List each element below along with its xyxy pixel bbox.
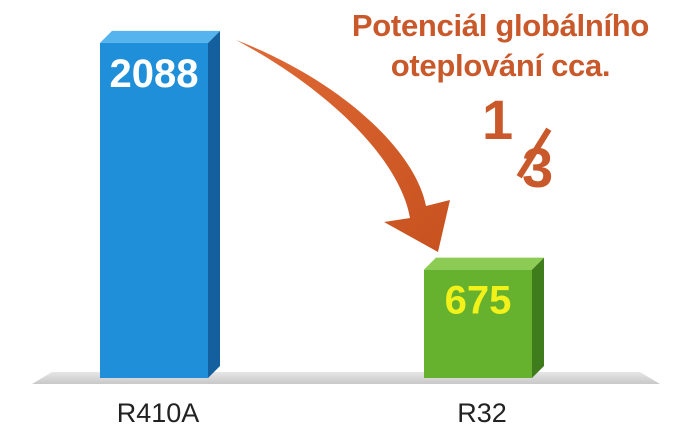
fraction-numerator: 1 — [482, 88, 514, 151]
bar-front — [424, 269, 532, 378]
bar-front — [100, 42, 208, 378]
bar-side — [208, 30, 220, 378]
callout-line-2: oteplování cca. — [390, 48, 611, 83]
bar-r410a — [100, 30, 220, 378]
bar-top — [424, 257, 544, 270]
callout-line-1: Potenciál globálního — [351, 8, 650, 43]
value-label-r410a: 2088 — [110, 52, 199, 96]
bar-top — [100, 30, 220, 43]
category-label-r410a: R410A — [117, 398, 200, 428]
reduction-arrow-icon — [236, 40, 450, 252]
value-label-r32: 675 — [445, 279, 512, 323]
bar-side — [532, 257, 544, 378]
gwp-callout: Potenciál globálního oteplování cca. — [318, 6, 683, 86]
bar-r32 — [424, 257, 544, 378]
one-third-fraction: 1 3 — [478, 92, 598, 202]
fraction-denominator: 3 — [522, 136, 554, 199]
category-label-r32: R32 — [457, 398, 507, 428]
